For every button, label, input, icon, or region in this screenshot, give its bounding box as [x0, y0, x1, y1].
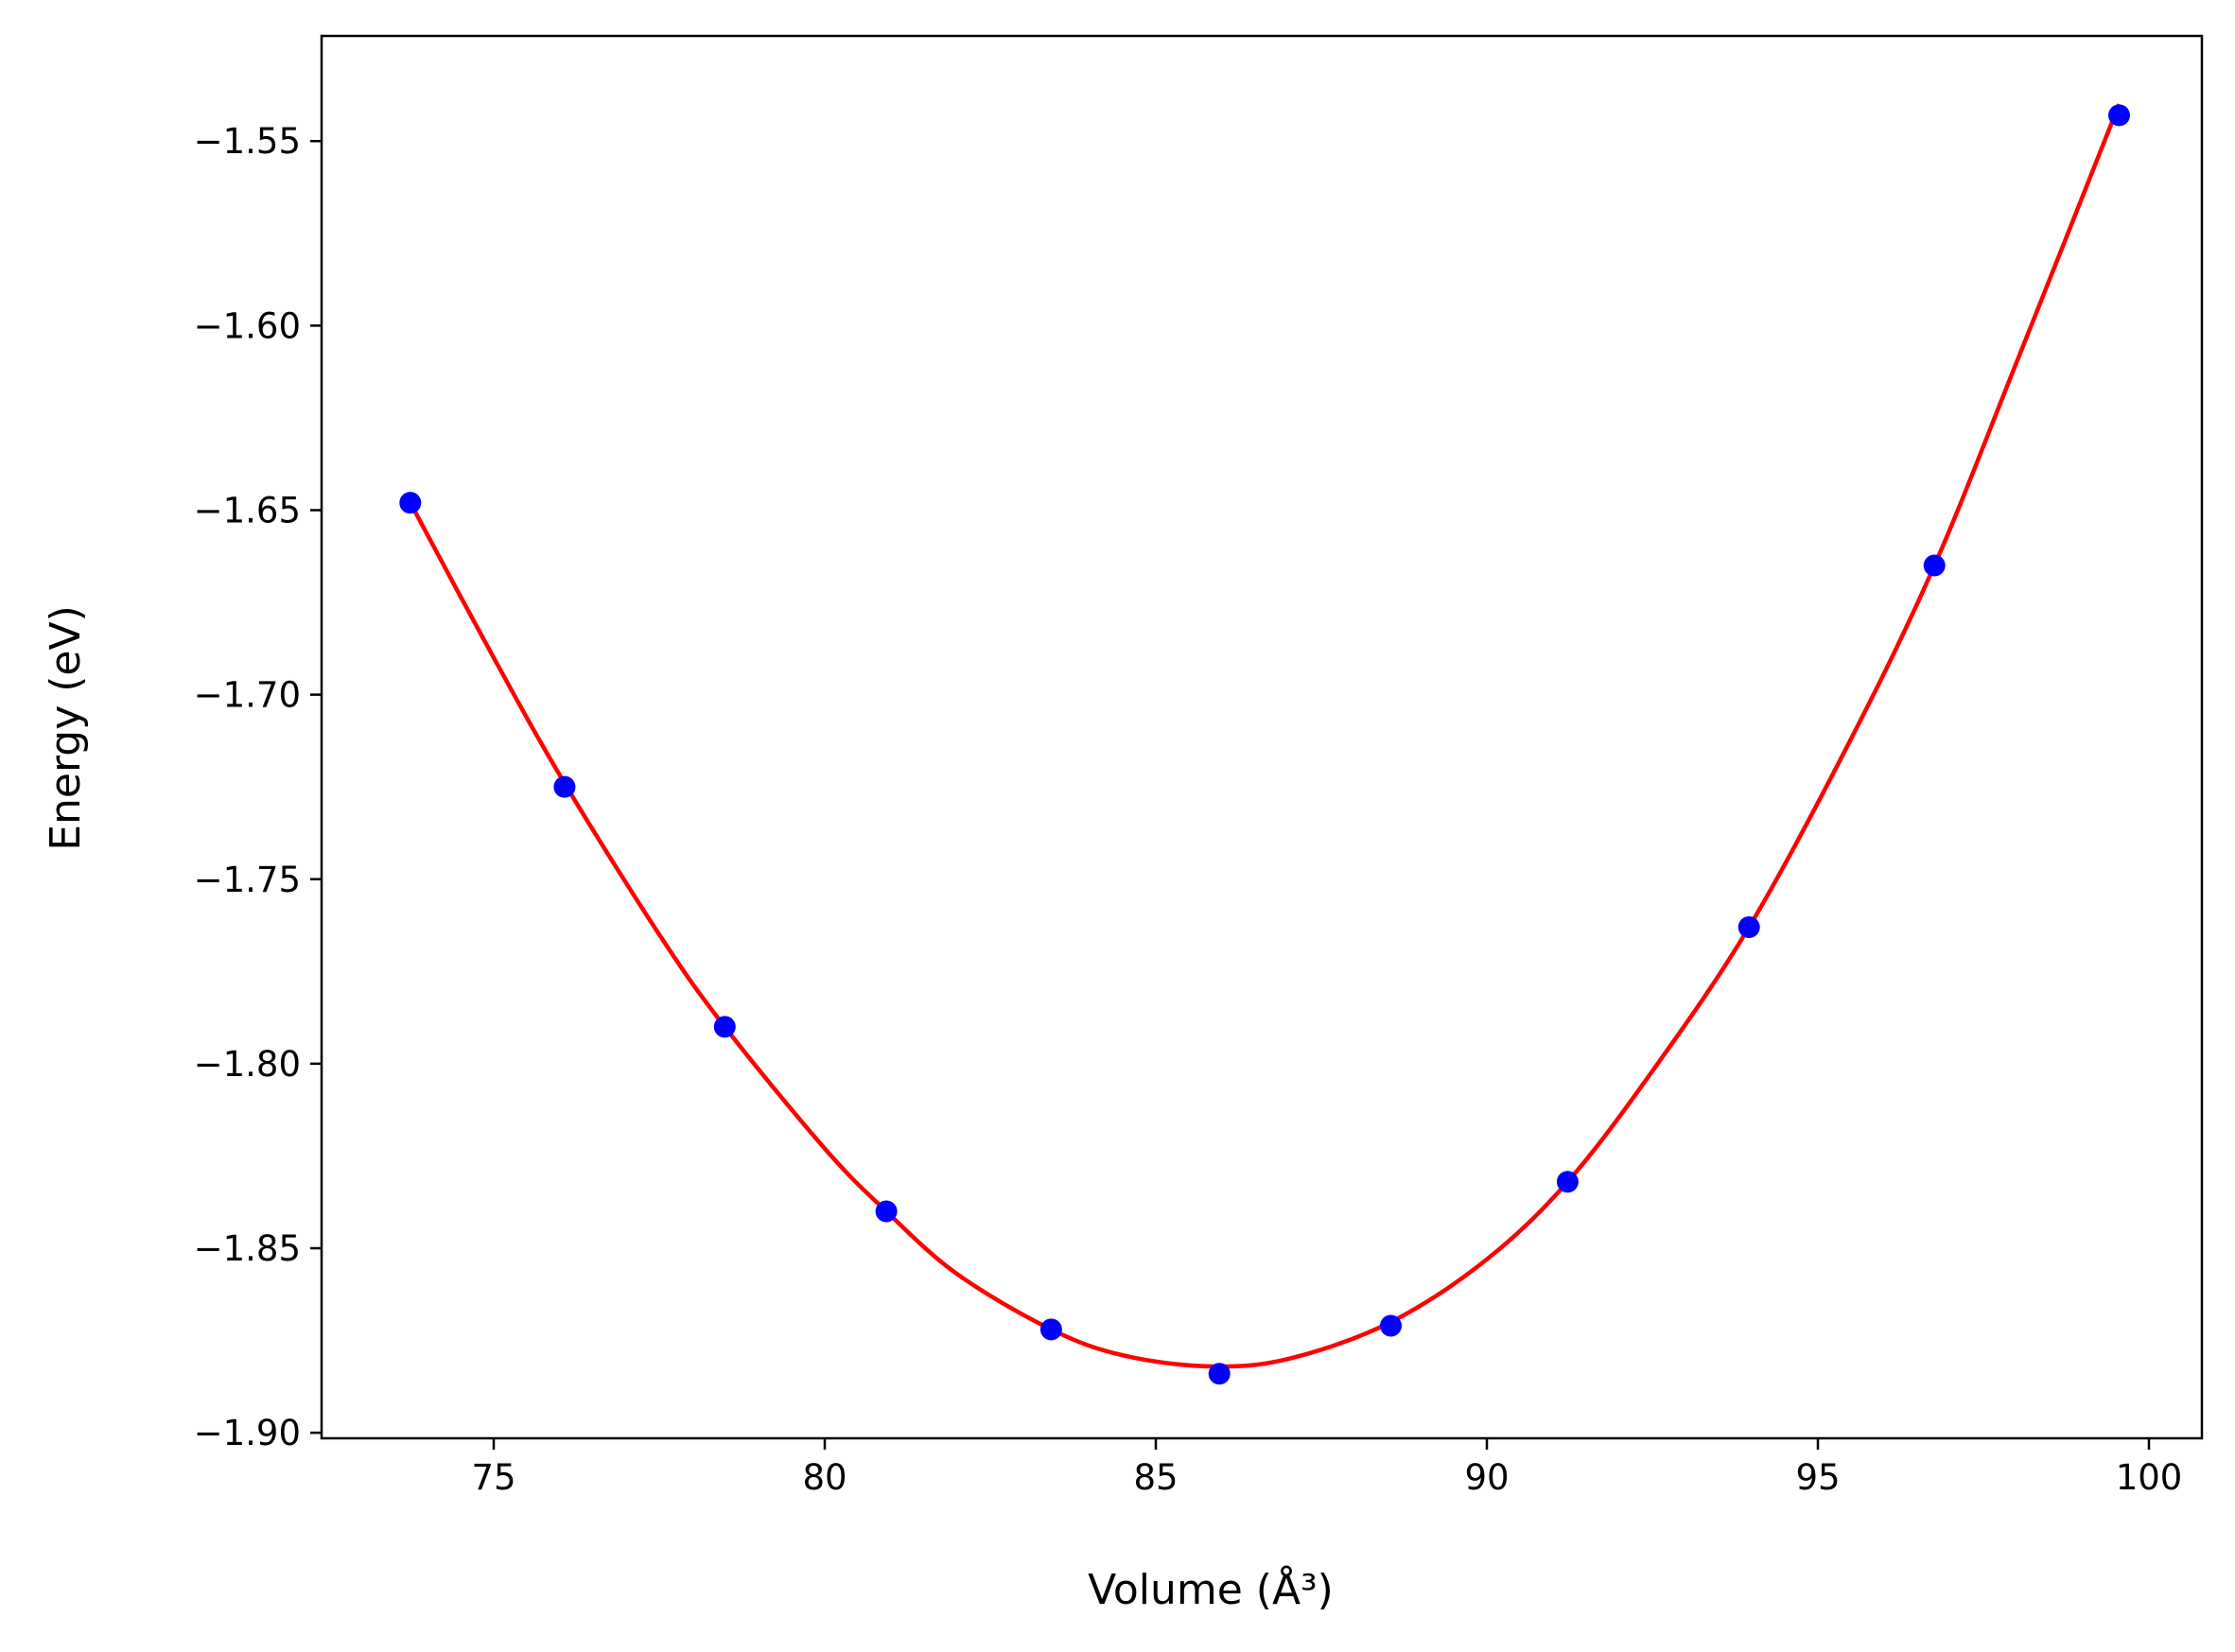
y-tick-label: −1.65: [194, 490, 301, 530]
x-tick-label: 95: [1795, 1457, 1840, 1498]
data-point: [2108, 104, 2130, 127]
y-tick-label: −1.90: [194, 1413, 301, 1453]
data-point: [399, 492, 422, 514]
data-point: [875, 1200, 898, 1223]
x-axis-label: Volume (Å³): [1088, 1564, 1334, 1614]
y-tick-label: −1.75: [194, 860, 301, 900]
y-tick-label: −1.55: [194, 121, 301, 162]
y-axis-label-text: Energy (eV): [42, 605, 90, 851]
data-point: [1737, 915, 1760, 938]
fit-curve: [408, 103, 2122, 1369]
plot-area: [399, 103, 2130, 1385]
data-point: [1039, 1318, 1062, 1341]
axes-frame: [320, 34, 2204, 1440]
y-axis-label: Energy (eV): [42, 605, 90, 851]
x-tick-label: 85: [1133, 1457, 1178, 1498]
data-point: [1208, 1363, 1231, 1385]
data-point: [1923, 554, 1946, 577]
y-tick-label: −1.60: [194, 305, 301, 346]
x-tick-label: 75: [471, 1457, 515, 1498]
data-point: [1380, 1314, 1402, 1337]
y-tick-label: −1.85: [194, 1228, 301, 1269]
y-tick-label: −1.80: [194, 1044, 301, 1085]
y-tick-label: −1.70: [194, 675, 301, 716]
x-axis-label-text: Volume (Å³): [1088, 1564, 1334, 1614]
x-tick-label: 90: [1464, 1457, 1509, 1498]
data-point: [713, 1016, 736, 1038]
x-tick-label: 100: [2116, 1457, 2183, 1498]
data-point: [553, 775, 576, 798]
x-tick-label: 80: [802, 1457, 847, 1498]
data-point: [1556, 1171, 1579, 1193]
axes: 75 80 85 90 95 100 −1.90 −1.85 −1.80 −1.75 −1.70 −1…: [194, 34, 2204, 1498]
